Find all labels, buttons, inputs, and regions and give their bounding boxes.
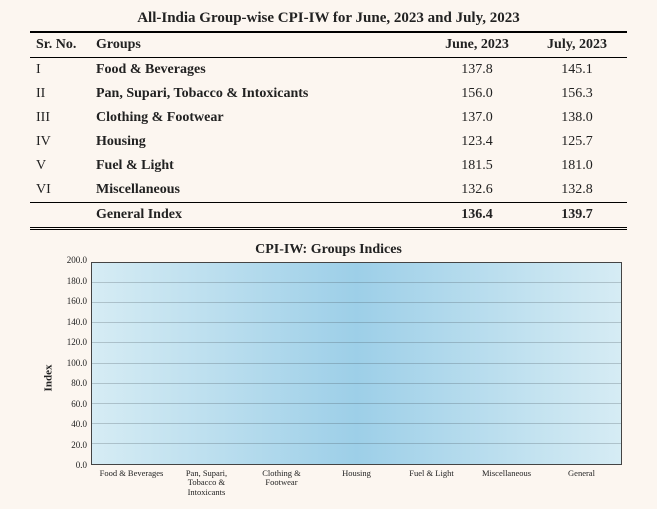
y-tick: 140.0	[67, 317, 87, 327]
cell-m1: 156.0	[427, 82, 527, 106]
cell-sr: II	[30, 82, 90, 106]
cell-group: Clothing & Footwear	[90, 106, 427, 130]
cell-m1: 123.4	[427, 130, 527, 154]
grid-line	[92, 302, 621, 303]
chart-plot-area	[91, 262, 622, 465]
chart: Index 0.0 20.0 40.0 60.0 80.0 100.0 120.0 140.0…	[31, 260, 626, 495]
table-row: IFood & Beverages137.8145.1	[30, 58, 627, 83]
grid-line	[92, 282, 621, 283]
table-row: VFuel & Light181.5181.0	[30, 154, 627, 178]
cell-m1: 137.0	[427, 106, 527, 130]
x-label: Housing	[322, 469, 391, 478]
x-label: Miscellaneous	[472, 469, 541, 478]
y-tick: 80.0	[71, 378, 87, 388]
y-tick: 60.0	[71, 399, 87, 409]
cell-m2: 156.3	[527, 82, 627, 106]
cell-sr: III	[30, 106, 90, 130]
cell-m1: 132.6	[427, 178, 527, 203]
cell-m2: 132.8	[527, 178, 627, 203]
cpi-table: Sr. No. Groups June, 2023 July, 2023 IFo…	[30, 31, 627, 230]
cell-general-m1: 136.4	[427, 203, 527, 229]
y-tick: 120.0	[67, 337, 87, 347]
grid-line	[92, 342, 621, 343]
y-tick: 200.0	[67, 255, 87, 265]
cell-m2: 181.0	[527, 154, 627, 178]
x-label: Clothing & Footwear	[247, 469, 316, 488]
chart-title: CPI-IW: Groups Indices	[31, 242, 626, 258]
cell-sr: VI	[30, 178, 90, 203]
grid-line	[92, 383, 621, 384]
y-tick: 160.0	[67, 296, 87, 306]
y-tick: 40.0	[71, 419, 87, 429]
cell-group: Miscellaneous	[90, 178, 427, 203]
grid-line	[92, 322, 621, 323]
col-m1: June, 2023	[427, 32, 527, 58]
cell-group: Housing	[90, 130, 427, 154]
grid-line	[92, 423, 621, 424]
cell-general-m2: 139.7	[527, 203, 627, 229]
cell-m2: 138.0	[527, 106, 627, 130]
chart-x-labels: Food & Beverages Pan, Supari, Tobacco & I…	[91, 467, 622, 495]
y-tick: 20.0	[71, 440, 87, 450]
page-title: All-India Group-wise CPI-IW for June, 20…	[30, 10, 627, 27]
cell-general-label: General Index	[90, 203, 427, 229]
chart-ylabel: Index	[42, 364, 54, 391]
y-tick: 180.0	[67, 276, 87, 286]
table-row: IVHousing123.4125.7	[30, 130, 627, 154]
table-row: VIMiscellaneous132.6132.8	[30, 178, 627, 203]
chart-y-axis: 0.020.040.060.080.0100.0120.0140.0160.01…	[59, 260, 89, 465]
cell-sr: I	[30, 58, 90, 83]
x-label: Food & Beverages	[97, 469, 166, 478]
grid-line	[92, 363, 621, 364]
table-row: IIPan, Supari, Tobacco & Intoxicants156.…	[30, 82, 627, 106]
x-label: Pan, Supari, Tobacco & Intoxicants	[172, 469, 241, 497]
cell-group: Pan, Supari, Tobacco & Intoxicants	[90, 82, 427, 106]
cell-group: Fuel & Light	[90, 154, 427, 178]
cell-sr: IV	[30, 130, 90, 154]
table-row-general: General Index136.4139.7	[30, 203, 627, 229]
table-header-row: Sr. No. Groups June, 2023 July, 2023	[30, 32, 627, 58]
x-label: Fuel & Light	[397, 469, 466, 478]
col-sr: Sr. No.	[30, 32, 90, 58]
col-group: Groups	[90, 32, 427, 58]
cell-m1: 137.8	[427, 58, 527, 83]
col-m2: July, 2023	[527, 32, 627, 58]
cell-m1: 181.5	[427, 154, 527, 178]
cell-sr: V	[30, 154, 90, 178]
cell-m2: 125.7	[527, 130, 627, 154]
x-label: General	[547, 469, 616, 478]
y-tick: 0.0	[76, 460, 87, 470]
table-row: IIIClothing & Footwear137.0138.0	[30, 106, 627, 130]
cell-group: Food & Beverages	[90, 58, 427, 83]
grid-line	[92, 443, 621, 444]
y-tick: 100.0	[67, 358, 87, 368]
grid-line	[92, 403, 621, 404]
cell-m2: 145.1	[527, 58, 627, 83]
